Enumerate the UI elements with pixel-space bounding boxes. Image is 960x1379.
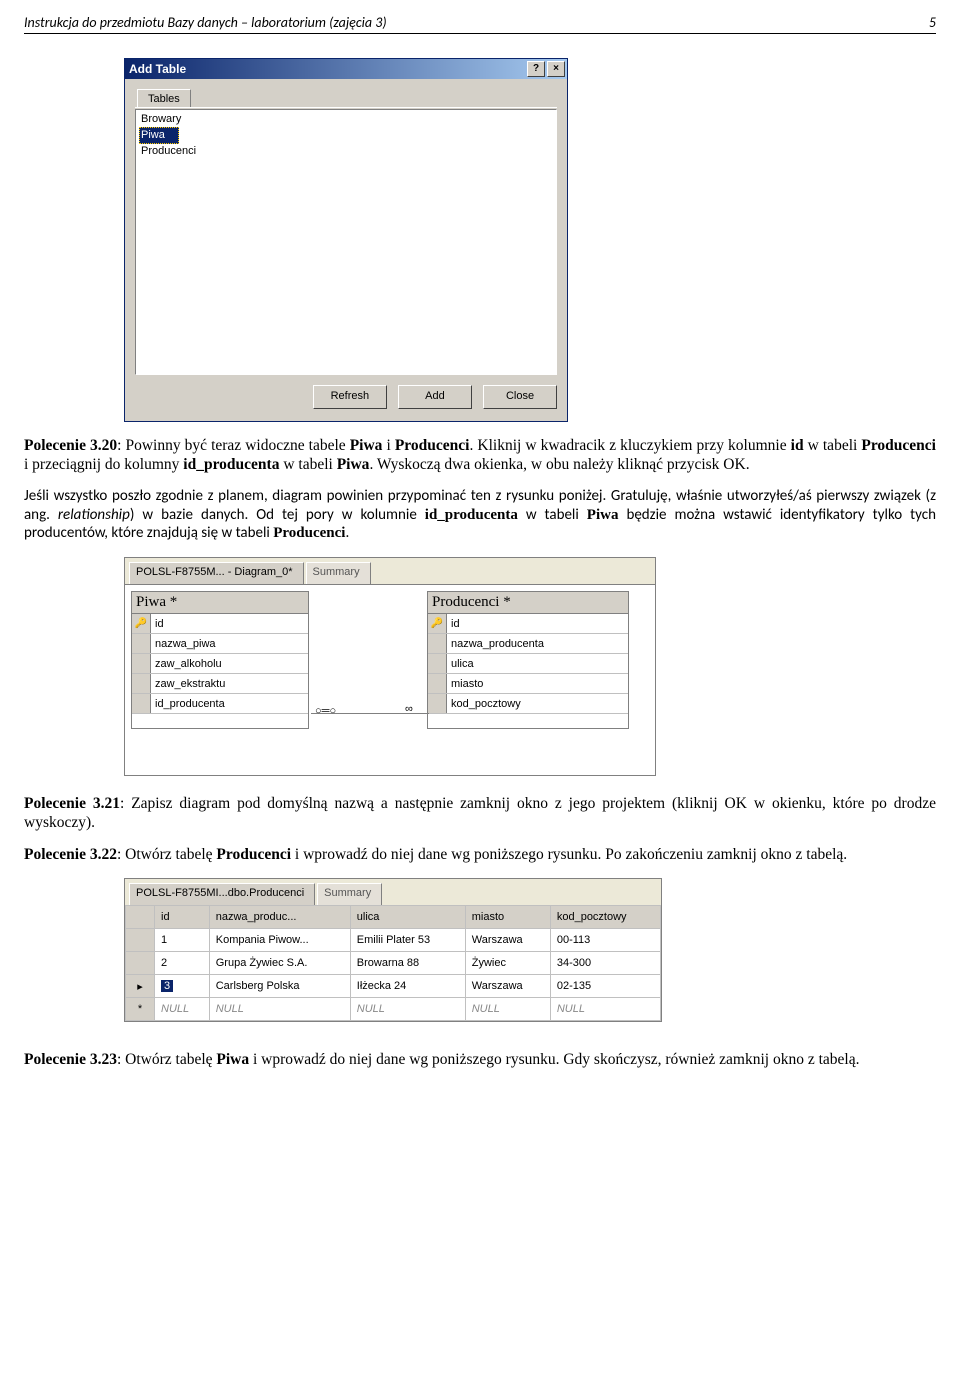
tab-summary[interactable]: Summary xyxy=(317,883,382,905)
add-button[interactable]: Add xyxy=(398,385,472,409)
field: ulica xyxy=(447,658,628,670)
producenci-table-screenshot: POLSL-F8755MI...dbo.Producenci Summary i… xyxy=(124,878,662,1022)
tab-tables[interactable]: Tables xyxy=(137,89,191,108)
relationship-key-icon: ○═○ xyxy=(315,705,336,717)
field: nazwa_piwa xyxy=(151,638,308,650)
field: zaw_alkoholu xyxy=(151,658,308,670)
field: zaw_ekstraktu xyxy=(151,678,308,690)
entity-producenci[interactable]: Producenci * 🔑id nazwa_producenta ulica … xyxy=(427,591,629,729)
table-row[interactable]: 2 Grupa Żywiec S.A. Browarna 88 Żywiec 3… xyxy=(126,952,661,975)
tab-diagram[interactable]: POLSL-F8755M... - Diagram_0* xyxy=(129,562,304,584)
paragraph-relationship: Jeśli wszystko poszło zgodnie z planem, … xyxy=(24,487,936,543)
key-icon: 🔑 xyxy=(431,618,443,629)
entity-title: Piwa * xyxy=(132,592,308,614)
table-row[interactable]: 1 Kompania Piwow... Emilii Plater 53 War… xyxy=(126,929,661,952)
header-page: 5 xyxy=(929,14,936,31)
col-header[interactable]: nazwa_produc... xyxy=(209,906,350,929)
paragraph-3-23: Polecenie 3.23: Otwórz tabelę Piwa i wpr… xyxy=(24,1050,936,1069)
data-grid[interactable]: id nazwa_produc... ulica miasto kod_pocz… xyxy=(125,905,661,1021)
page-header: Instrukcja do przedmiotu Bazy danych – l… xyxy=(24,14,936,34)
dialog-titlebar[interactable]: Add Table ? × xyxy=(125,59,567,79)
col-header[interactable]: ulica xyxy=(350,906,465,929)
paragraph-3-22: Polecenie 3.22: Otwórz tabelę Producenci… xyxy=(24,845,936,864)
infinity-icon: ∞ xyxy=(405,703,413,715)
field: id xyxy=(447,618,628,630)
table-row[interactable]: ▸ 3 Carlsberg Polska Iłżecka 24 Warszawa… xyxy=(126,975,661,998)
col-header[interactable]: miasto xyxy=(465,906,550,929)
help-icon[interactable]: ? xyxy=(527,61,545,77)
tab-summary[interactable]: Summary xyxy=(306,562,371,584)
entity-piwa[interactable]: Piwa * 🔑 id nazwa_piwa zaw_alkoholu zaw_e… xyxy=(131,591,309,729)
col-header[interactable]: id xyxy=(155,906,210,929)
paragraph-3-21: Polecenie 3.21: Zapisz diagram pod domyś… xyxy=(24,794,936,833)
add-table-dialog: Add Table ? × Tables Browary Piwa Produc… xyxy=(124,58,568,422)
list-item[interactable]: Piwa xyxy=(139,127,179,144)
close-icon[interactable]: × xyxy=(547,61,565,77)
table-row[interactable]: * NULL NULL NULL NULL NULL xyxy=(126,998,661,1021)
list-item[interactable]: Browary xyxy=(139,112,553,127)
field: id_producenta xyxy=(151,698,308,710)
field: kod_pocztowy xyxy=(447,698,628,710)
header-title: Instrukcja do przedmiotu Bazy danych – l… xyxy=(24,14,387,31)
key-icon: 🔑 xyxy=(135,618,147,629)
field: nazwa_producenta xyxy=(447,638,628,650)
close-button[interactable]: Close xyxy=(483,385,557,409)
refresh-button[interactable]: Refresh xyxy=(313,385,387,409)
tables-listbox[interactable]: Browary Piwa Producenci xyxy=(135,109,557,375)
dialog-tabstrip: Tables xyxy=(135,89,557,109)
paragraph-3-20: Polecenie 3.20: Powinny być teraz widocz… xyxy=(24,436,936,475)
list-item[interactable]: Producenci xyxy=(139,144,553,159)
dialog-title: Add Table xyxy=(129,62,186,76)
tab-producenci[interactable]: POLSL-F8755MI...dbo.Producenci xyxy=(129,883,315,905)
label: Polecenie 3.20 xyxy=(24,437,117,454)
entity-title: Producenci * xyxy=(428,592,628,614)
field: id xyxy=(151,618,308,630)
selected-cell: 3 xyxy=(161,980,173,992)
field: miasto xyxy=(447,678,628,690)
col-header[interactable]: kod_pocztowy xyxy=(550,906,660,929)
diagram-screenshot: POLSL-F8755M... - Diagram_0* Summary Piw… xyxy=(124,557,656,776)
